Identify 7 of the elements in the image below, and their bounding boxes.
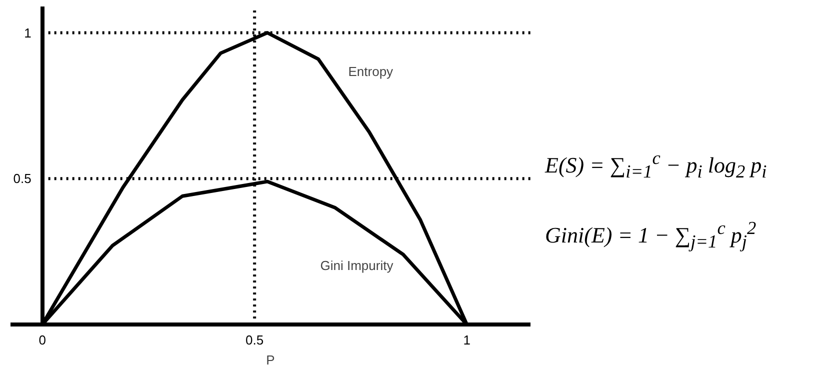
- x-axis-title: P: [266, 352, 275, 368]
- text: E(S) = ∑$_{i=1}$$^{c}$ − p$_{i}$ log$_{2}$ p$_{i}$: [545, 148, 767, 182]
- x-tick-label: 0: [38, 332, 46, 348]
- x-tick-label: 0.5: [246, 332, 264, 348]
- x-tick-label: 1: [463, 332, 470, 348]
- series-label: Entropy: [348, 64, 394, 80]
- series-label: Gini Impurity: [320, 258, 394, 273]
